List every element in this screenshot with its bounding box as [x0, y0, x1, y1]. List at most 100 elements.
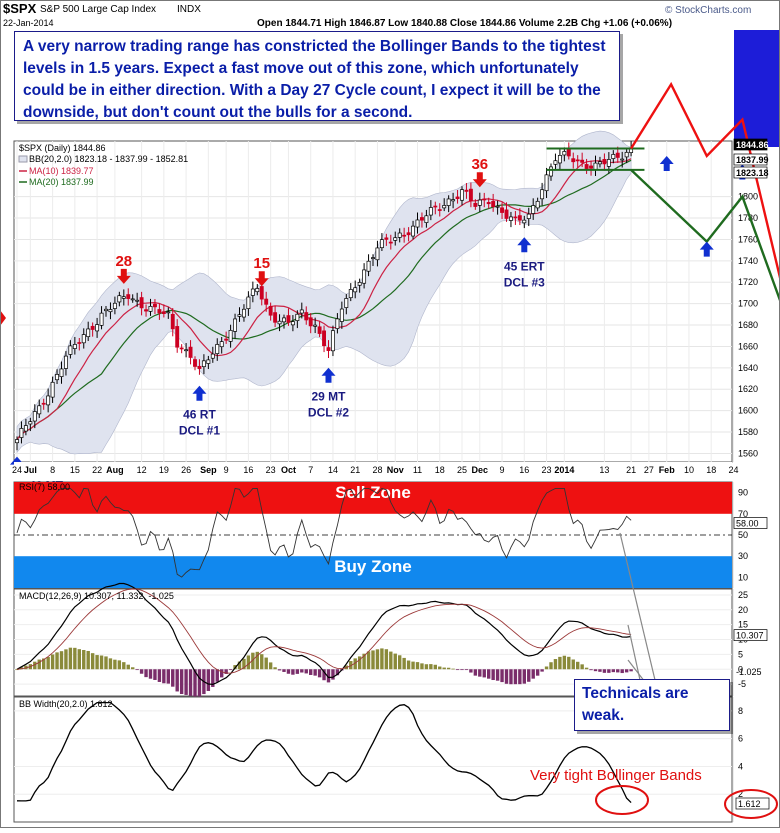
macd-tick-label: 0 [738, 664, 743, 674]
macd-hist-bar [629, 669, 633, 672]
candle-body [566, 149, 571, 157]
macd-hist-bar [607, 669, 611, 673]
macd-hist-bar [206, 669, 211, 691]
macd-tag: 10.307 [736, 631, 764, 641]
macd-tick-label: 25 [738, 590, 748, 600]
macd-hist-bar [126, 664, 130, 670]
bbwidth-tick-label: 2 [738, 789, 743, 799]
macd-hist-bar [286, 669, 291, 674]
macd-hist-bar [531, 669, 535, 679]
candle-body [348, 289, 353, 299]
projected-low-arrow-2 [699, 241, 714, 257]
candle-body [486, 202, 491, 205]
candle-body [460, 189, 464, 201]
macd-hist-bar [482, 669, 486, 678]
macd-hist-bar [349, 661, 353, 670]
macd-hist-bar [273, 667, 277, 670]
macd-hist-bar [504, 669, 509, 684]
bbwidth-tag-box [735, 797, 770, 810]
price-tag: 1823.18 [736, 168, 769, 178]
macd-hist-bar [37, 659, 41, 670]
candle-body [531, 205, 536, 214]
macd-hist-bar [211, 669, 215, 687]
macd-hist-bar [46, 657, 50, 670]
macd-hist-bar [42, 658, 46, 670]
candle-body [317, 326, 322, 334]
ma20-line [16, 159, 632, 440]
rsi-tag: 58.00 [736, 519, 759, 529]
macd-tick-label: 20 [738, 605, 748, 615]
price-tick-label: 1720 [738, 277, 758, 287]
macd-hist-bar [513, 669, 518, 685]
macd-hist-bar [264, 657, 268, 670]
candle-body [482, 198, 487, 201]
cycle-low-label: 45 ERT [504, 259, 545, 273]
price-tick-label: 1600 [738, 406, 758, 416]
candle-body [19, 428, 24, 438]
macd-hist-bar [246, 655, 251, 670]
bbwidth-line [16, 701, 632, 804]
sell-zone-label: Sell Zone [335, 483, 411, 502]
macd-hist-bar [576, 661, 580, 670]
candle-body [602, 159, 607, 165]
candle-body [28, 421, 33, 425]
price-tag-box [733, 138, 768, 151]
macd-hist-bar [424, 664, 429, 670]
macd-hist-bar [300, 669, 304, 673]
candle-body [255, 288, 260, 293]
candle-body [219, 341, 224, 348]
macd-hist-bar [153, 669, 157, 680]
date-tick-label: Jul [24, 465, 37, 475]
callout-pointer-rsi [619, 532, 656, 681]
macd-hist-bar [433, 664, 437, 670]
bollinger-band-fill [16, 130, 632, 455]
macd-hist-bar [304, 669, 308, 674]
projected-low-arrow-1 [659, 155, 674, 171]
macd-hist-bar [415, 662, 420, 670]
date-tick-label: 9 [224, 465, 229, 475]
price-tick-label: 1760 [738, 234, 758, 244]
candle-body [535, 200, 540, 209]
candle-body [509, 216, 513, 221]
candle-body [210, 353, 215, 359]
candle-body [580, 159, 585, 163]
date-tick-label: 9 [500, 465, 505, 475]
candle-body [442, 205, 447, 209]
date-tick-label: 14 [328, 465, 338, 475]
macd-hist-bar [544, 666, 549, 670]
macd-hist-bar [624, 669, 629, 673]
macd-hist-bar [73, 647, 77, 670]
macd-hist-bar [402, 657, 406, 670]
macd-hist-bar [487, 669, 491, 679]
candle-body [282, 317, 286, 323]
macd-hist-bar [406, 660, 411, 670]
candle-body [304, 312, 309, 321]
date-tick-label: 21 [350, 465, 360, 475]
macd-hist-bar [553, 659, 558, 670]
date-tick-label: 26 [181, 465, 191, 475]
candle-body [379, 239, 384, 249]
candle-body [366, 260, 371, 272]
macd-hist-bar [326, 669, 331, 683]
candle-body [468, 188, 473, 202]
legend-bb-swatch [18, 155, 28, 163]
candle-body [526, 213, 531, 219]
macd-line [16, 582, 632, 686]
macd-hist-bar [135, 669, 139, 671]
macd-hist-bar [460, 669, 464, 671]
header-watermark: © StockCharts.com [665, 5, 751, 16]
bbwidth-tick-label: 6 [738, 734, 743, 744]
candle-body [437, 209, 442, 211]
macd-hist-bar [260, 654, 264, 670]
macd-hist-bar [398, 655, 402, 670]
macd-hist-bar [375, 649, 380, 670]
candle-body [72, 344, 77, 349]
rsi-tick-label: 30 [738, 551, 748, 561]
macd-hist-bar [59, 651, 64, 670]
bbwidth-tick-label: 4 [738, 761, 743, 771]
macd-hist-bar [446, 667, 451, 670]
candle-body [513, 216, 518, 219]
candle-body [170, 313, 175, 330]
macd-hist-bar [535, 669, 540, 676]
candle-body [50, 381, 55, 398]
